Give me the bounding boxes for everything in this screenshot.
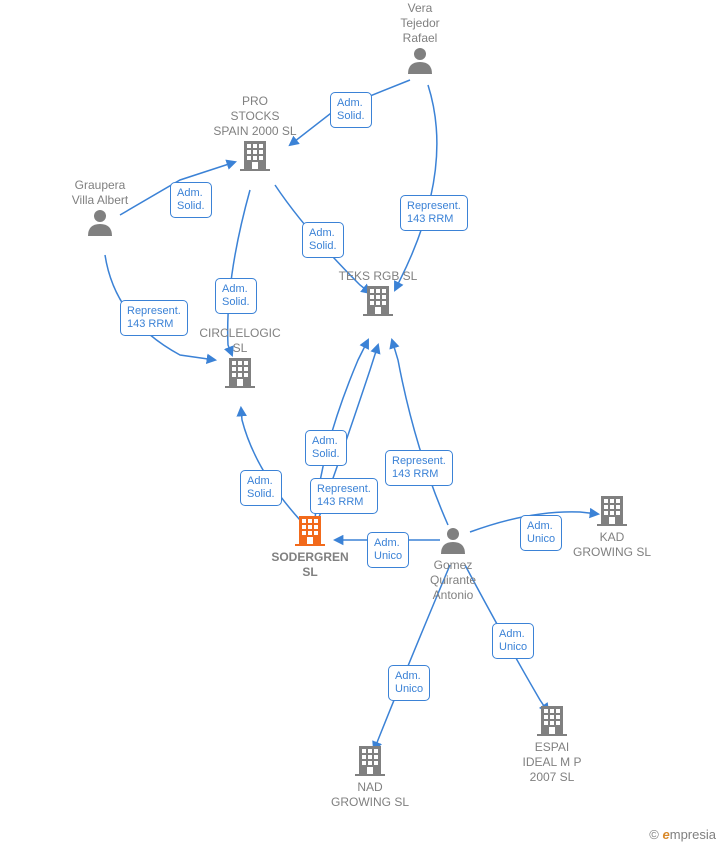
node-vera: Vera Tejedor Rafael — [360, 1, 480, 78]
edge-label: Adm. Solid. — [305, 430, 347, 466]
node-circlelogic: CIRCLELOGIC SL — [180, 326, 300, 392]
edge-label: Adm. Solid. — [302, 222, 344, 258]
building-icon — [225, 356, 255, 392]
node-gomez: Gomez Quirante Antonio — [393, 526, 513, 603]
building-icon — [355, 744, 385, 780]
node-sodergren: SODERGREN SL — [250, 514, 370, 580]
footer: © empresia — [649, 827, 716, 842]
node-label: CIRCLELOGIC SL — [180, 326, 300, 356]
person-icon — [85, 208, 115, 240]
copyright-symbol: © — [649, 827, 659, 842]
edge-label: Represent. 143 RRM — [400, 195, 468, 231]
edge-label: Represent. 143 RRM — [310, 478, 378, 514]
person-icon — [438, 526, 468, 558]
building-icon — [240, 139, 270, 175]
node-graupera: Graupera Villa Albert — [40, 178, 160, 240]
edge-label: Adm. Solid. — [170, 182, 212, 218]
node-label: PRO STOCKS SPAIN 2000 SL — [195, 94, 315, 139]
edge-label: Adm. Solid. — [330, 92, 372, 128]
node-label: Gomez Quirante Antonio — [393, 558, 513, 603]
node-label: TEKS RGB SL — [318, 269, 438, 284]
node-nad: NAD GROWING SL — [310, 744, 430, 810]
edge-label: Adm. Solid. — [240, 470, 282, 506]
node-label: Vera Tejedor Rafael — [360, 1, 480, 46]
building-icon — [295, 514, 325, 550]
node-prostocks: PRO STOCKS SPAIN 2000 SL — [195, 94, 315, 175]
node-label: NAD GROWING SL — [310, 780, 430, 810]
edge-label: Represent. 143 RRM — [385, 450, 453, 486]
edge — [395, 85, 437, 290]
edge-label: Adm. Solid. — [215, 278, 257, 314]
building-icon — [363, 284, 393, 320]
node-label: SODERGREN SL — [250, 550, 370, 580]
brand-rest: mpresia — [670, 827, 716, 842]
brand-initial: e — [663, 827, 670, 842]
node-label: Graupera Villa Albert — [40, 178, 160, 208]
node-teks: TEKS RGB SL — [318, 269, 438, 320]
node-label: ESPAI IDEAL M P 2007 SL — [492, 740, 612, 785]
node-kad: KAD GROWING SL — [552, 494, 672, 560]
building-icon — [537, 704, 567, 740]
node-espai: ESPAI IDEAL M P 2007 SL — [492, 704, 612, 785]
building-icon — [597, 494, 627, 530]
edge-label: Adm. Unico — [388, 665, 430, 701]
node-label: KAD GROWING SL — [552, 530, 672, 560]
edge-label: Adm. Unico — [492, 623, 534, 659]
edge — [392, 340, 448, 525]
person-icon — [405, 46, 435, 78]
edge-label: Represent. 143 RRM — [120, 300, 188, 336]
